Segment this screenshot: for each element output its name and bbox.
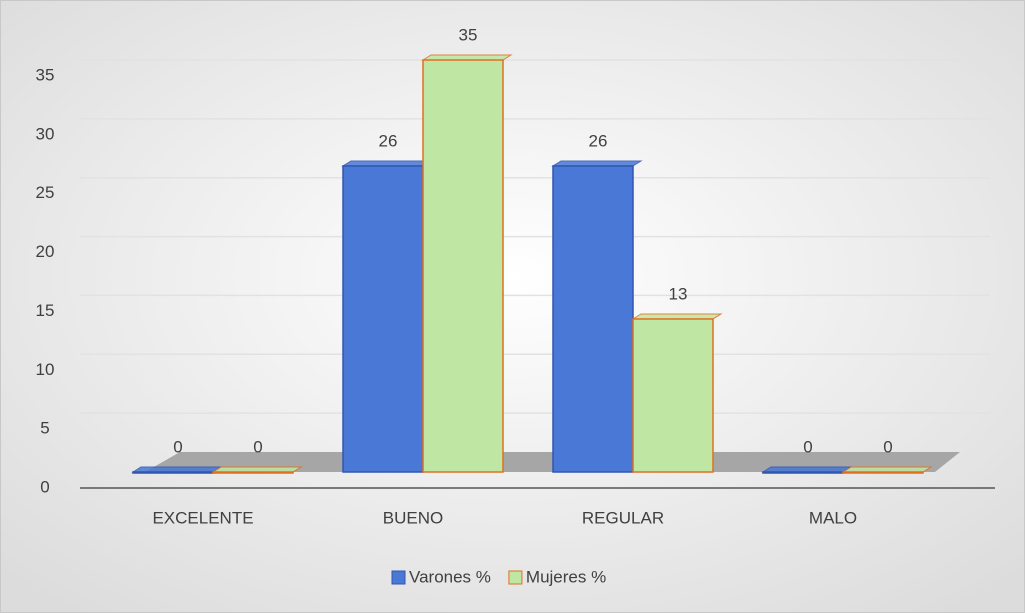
y-tick-label: 0	[40, 477, 49, 496]
x-tick-label: REGULAR	[582, 508, 664, 527]
y-tick-label: 25	[36, 183, 55, 202]
y-tick-label: 15	[36, 301, 55, 320]
data-label: 0	[803, 437, 812, 456]
bar	[422, 59, 504, 473]
bar	[552, 165, 634, 473]
x-tick-label: MALO	[809, 508, 857, 527]
y-tick-label: 10	[36, 360, 55, 379]
y-tick-label: 35	[36, 65, 55, 84]
bar	[212, 471, 294, 474]
bar	[132, 471, 214, 474]
data-label: 0	[253, 437, 262, 456]
data-label: 26	[589, 131, 608, 150]
y-tick-label: 5	[40, 419, 49, 438]
legend-swatch	[391, 570, 406, 585]
bar	[842, 471, 924, 474]
y-tick-label: 20	[36, 242, 55, 261]
legend-swatch	[508, 570, 523, 585]
data-label: 0	[883, 437, 892, 456]
legend-label: Varones %	[409, 567, 491, 586]
legend-label: Mujeres %	[526, 567, 606, 586]
data-label: 35	[459, 25, 478, 44]
bar-top	[551, 160, 643, 167]
y-tick-label: 30	[36, 124, 55, 143]
bar	[342, 165, 424, 473]
data-label: 13	[669, 284, 688, 303]
bar	[632, 318, 714, 473]
bar-top	[341, 160, 433, 167]
bar	[762, 471, 844, 474]
data-label: 0	[173, 437, 182, 456]
data-label: 26	[379, 131, 398, 150]
x-tick-label: BUENO	[383, 508, 443, 527]
x-tick-label: EXCELENTE	[152, 508, 253, 527]
